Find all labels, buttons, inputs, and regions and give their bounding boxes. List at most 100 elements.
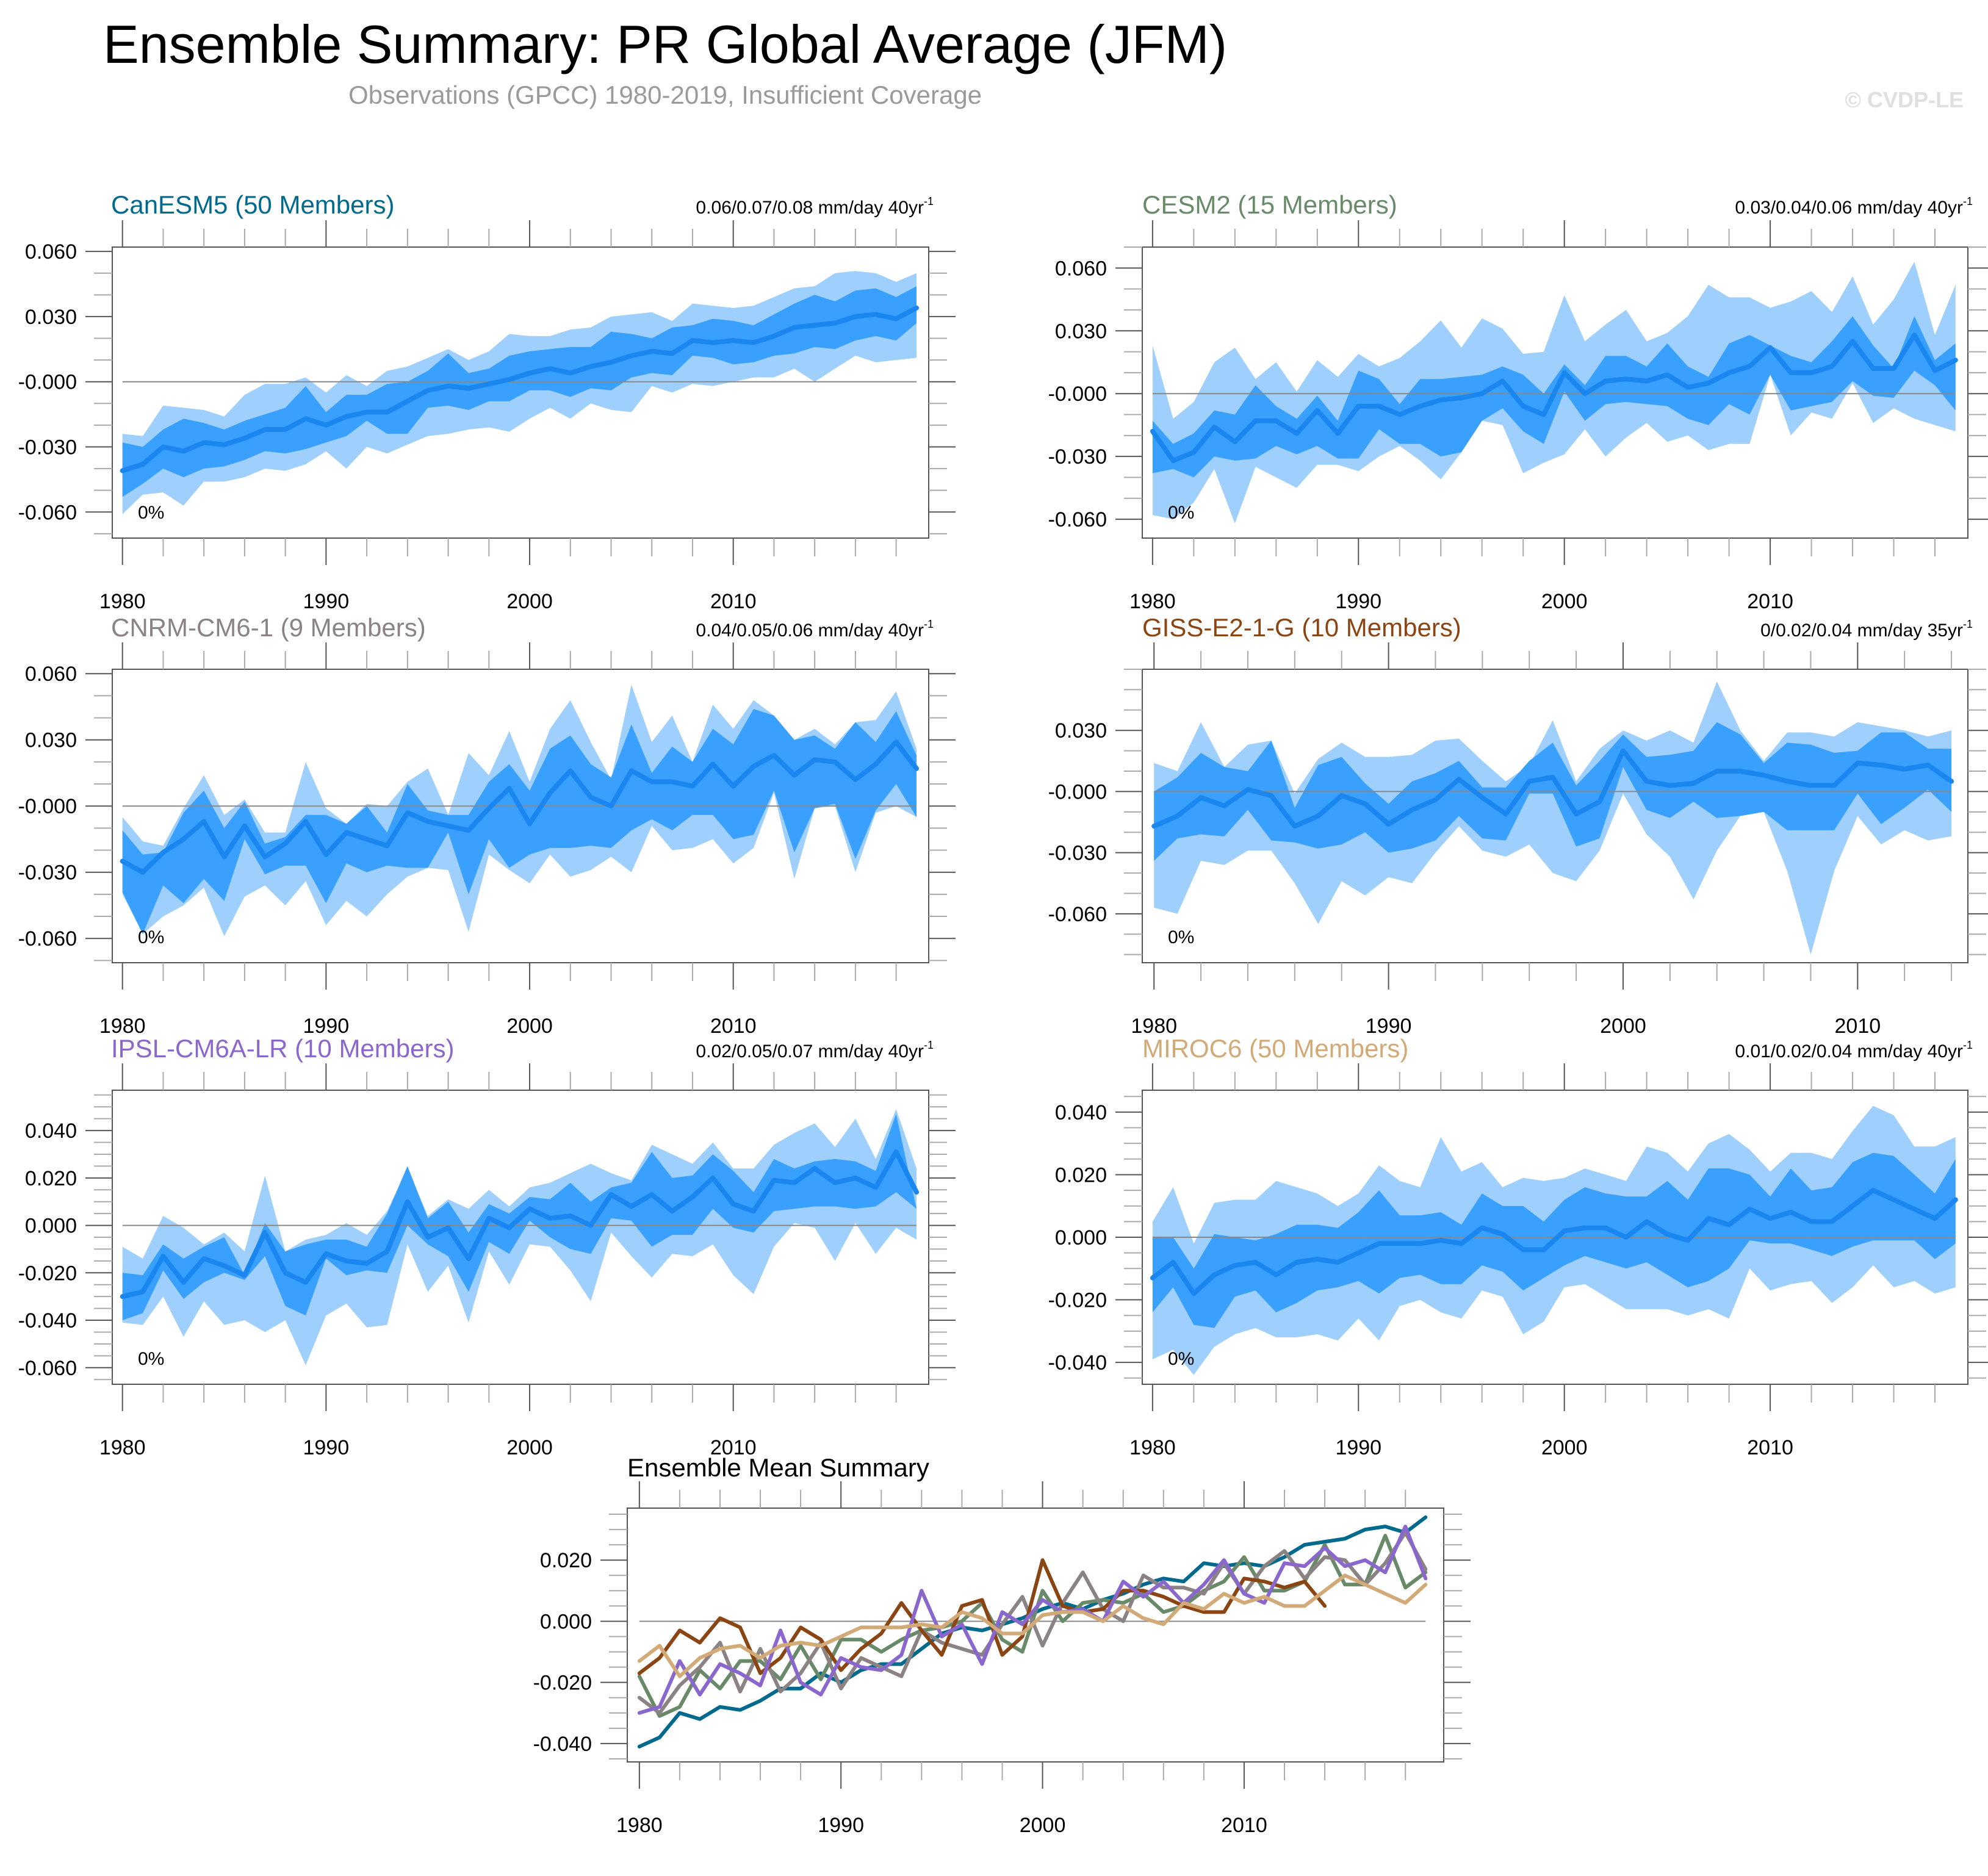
chart-panel-4: IPSL-CM6A-LR (10 Members) 0.02/0.05/0.07 … <box>18 1034 956 1459</box>
main-title: Ensemble Summary: PR Global Average (JFM… <box>103 14 1228 74</box>
y-tick-label: -0.020 <box>1048 1289 1107 1312</box>
y-tick-label: -0.030 <box>1048 842 1107 865</box>
x-tick-label: 2010 <box>1835 1015 1881 1038</box>
plot-frame <box>112 669 929 963</box>
y-tick-label: -0.020 <box>533 1672 592 1695</box>
plot-frame <box>1142 246 1968 539</box>
y-tick-label: 0.000 <box>25 1215 77 1238</box>
y-tick-label: -0.020 <box>18 1262 77 1285</box>
panel-title: MIROC6 (50 Members) <box>1142 1034 1408 1063</box>
subtitle: Observations (GPCC) 1980-2019, Insuffici… <box>348 81 982 109</box>
percent-label: 0% <box>138 503 164 523</box>
series-line-giss-e2-1-g <box>637 1558 1327 1675</box>
x-tick-label: 2010 <box>710 1436 757 1459</box>
chart-panel-1: CESM2 (15 Members) 0.03/0.04/0.06 mm/day … <box>1048 190 1988 613</box>
y-tick-label: 0.040 <box>25 1119 77 1143</box>
chart-panel-6: Ensemble Mean Summary 1980 1990 2000 2010 0.0… <box>533 1453 1471 1837</box>
trend-label: 0.02/0.05/0.07 mm/day 40yr-1 <box>696 1039 934 1062</box>
y-tick-label: 0.030 <box>25 729 77 752</box>
y-tick-label: -0.030 <box>18 436 77 459</box>
y-tick-label: 0.030 <box>25 306 77 329</box>
x-tick-label: 2010 <box>1221 1814 1267 1837</box>
panel-title: IPSL-CM6A-LR (10 Members) <box>111 1034 454 1063</box>
y-tick-label: -0.040 <box>18 1309 77 1332</box>
x-tick-label: 1980 <box>99 1436 146 1459</box>
y-tick-label: -0.000 <box>1048 780 1107 803</box>
y-tick-label: -0.030 <box>1048 445 1107 469</box>
panel-title: GISS-E2-1-G (10 Members) <box>1142 613 1461 642</box>
x-tick-label: 2000 <box>1541 1436 1588 1459</box>
ensemble-mean-line <box>120 305 919 473</box>
percent-label: 0% <box>1168 927 1194 947</box>
plot-frame <box>627 1508 1444 1763</box>
x-tick-label: 2000 <box>1600 1015 1646 1038</box>
x-tick-label: 2010 <box>710 1015 757 1038</box>
x-tick-label: 1990 <box>303 590 350 613</box>
x-tick-label: 2010 <box>1747 590 1793 613</box>
chart-panel-3: GISS-E2-1-G (10 Members) 0/0.02/0.04 mm/d… <box>1048 613 1988 1038</box>
plot-frame <box>112 246 929 539</box>
y-tick-label: 0.020 <box>25 1167 77 1190</box>
x-tick-label: 1990 <box>303 1436 350 1459</box>
y-tick-label: 0.060 <box>1055 257 1107 280</box>
y-tick-label: -0.000 <box>18 371 77 394</box>
y-tick-label: -0.030 <box>18 861 77 885</box>
y-tick-label: 0.000 <box>1055 1226 1107 1249</box>
chart-panel-0: CanESM5 (50 Members) 0.06/0.07/0.08 mm/da… <box>18 190 956 613</box>
x-tick-label: 1980 <box>616 1814 663 1837</box>
band-inner <box>122 286 917 497</box>
x-tick-label: 2000 <box>1541 590 1588 613</box>
x-tick-label: 2000 <box>506 590 553 613</box>
y-tick-label: 0.060 <box>25 663 77 686</box>
x-tick-label: 1980 <box>1129 590 1176 613</box>
y-tick-label: -0.060 <box>18 1357 77 1380</box>
panel-title: CNRM-CM6-1 (9 Members) <box>111 613 426 642</box>
trend-label: 0.03/0.04/0.06 mm/day 40yr-1 <box>1735 195 1973 218</box>
x-tick-label: 1980 <box>1129 1436 1176 1459</box>
x-tick-label: 1980 <box>99 1015 146 1038</box>
x-tick-label: 2000 <box>506 1015 553 1038</box>
x-tick-label: 2000 <box>1020 1814 1066 1837</box>
panel-title: CESM2 (15 Members) <box>1142 190 1397 219</box>
y-tick-label: 0.030 <box>1055 719 1107 742</box>
series-line-miroc6 <box>637 1573 1428 1678</box>
y-tick-label: 0.020 <box>540 1549 592 1572</box>
x-tick-label: 2000 <box>506 1436 553 1459</box>
y-tick-label: -0.040 <box>533 1733 592 1756</box>
trend-label: 0.04/0.05/0.06 mm/day 40yr-1 <box>696 618 934 641</box>
panel-title: Ensemble Mean Summary <box>627 1453 929 1482</box>
y-tick-label: 0.040 <box>1055 1101 1107 1124</box>
ensemble-mean-line <box>120 1149 919 1299</box>
ensemble-mean-line <box>1151 748 1954 829</box>
ensemble-mean-line <box>1150 332 1958 463</box>
percent-label: 0% <box>138 1349 164 1369</box>
x-tick-label: 2010 <box>710 590 757 613</box>
band-inner <box>122 709 917 934</box>
percent-label: 0% <box>1168 1349 1194 1369</box>
x-tick-label: 1980 <box>1131 1015 1177 1038</box>
series-line-canesm5 <box>637 1515 1428 1748</box>
x-tick-label: 1990 <box>303 1015 350 1038</box>
copyright-label: © CVDP-LE <box>1845 87 1964 112</box>
trend-label: 0/0.02/0.04 mm/day 35yr-1 <box>1760 618 1973 641</box>
y-tick-label: 0.020 <box>1055 1163 1107 1187</box>
x-tick-label: 1990 <box>1335 1436 1381 1459</box>
y-tick-label: 0.060 <box>25 240 77 264</box>
y-tick-label: 0.030 <box>1055 320 1107 343</box>
trend-label: 0.01/0.02/0.04 mm/day 40yr-1 <box>1735 1039 1973 1062</box>
x-tick-label: 1990 <box>1366 1015 1412 1038</box>
x-tick-label: 1990 <box>1335 590 1381 613</box>
ensemble-mean-line <box>1150 1188 1958 1296</box>
series-line-ipsl-cm6a-lr <box>637 1525 1428 1715</box>
y-tick-label: 0.000 <box>540 1610 592 1633</box>
y-tick-label: -0.040 <box>1048 1351 1107 1375</box>
y-tick-label: -0.060 <box>18 927 77 951</box>
x-tick-label: 1980 <box>99 590 146 613</box>
x-tick-label: 2010 <box>1747 1436 1793 1459</box>
y-tick-label: -0.060 <box>1048 903 1107 926</box>
ensemble-mean-line <box>120 739 919 875</box>
y-tick-label: -0.060 <box>1048 508 1107 531</box>
band-outer <box>122 1109 917 1365</box>
plot-frame <box>1142 669 1968 963</box>
